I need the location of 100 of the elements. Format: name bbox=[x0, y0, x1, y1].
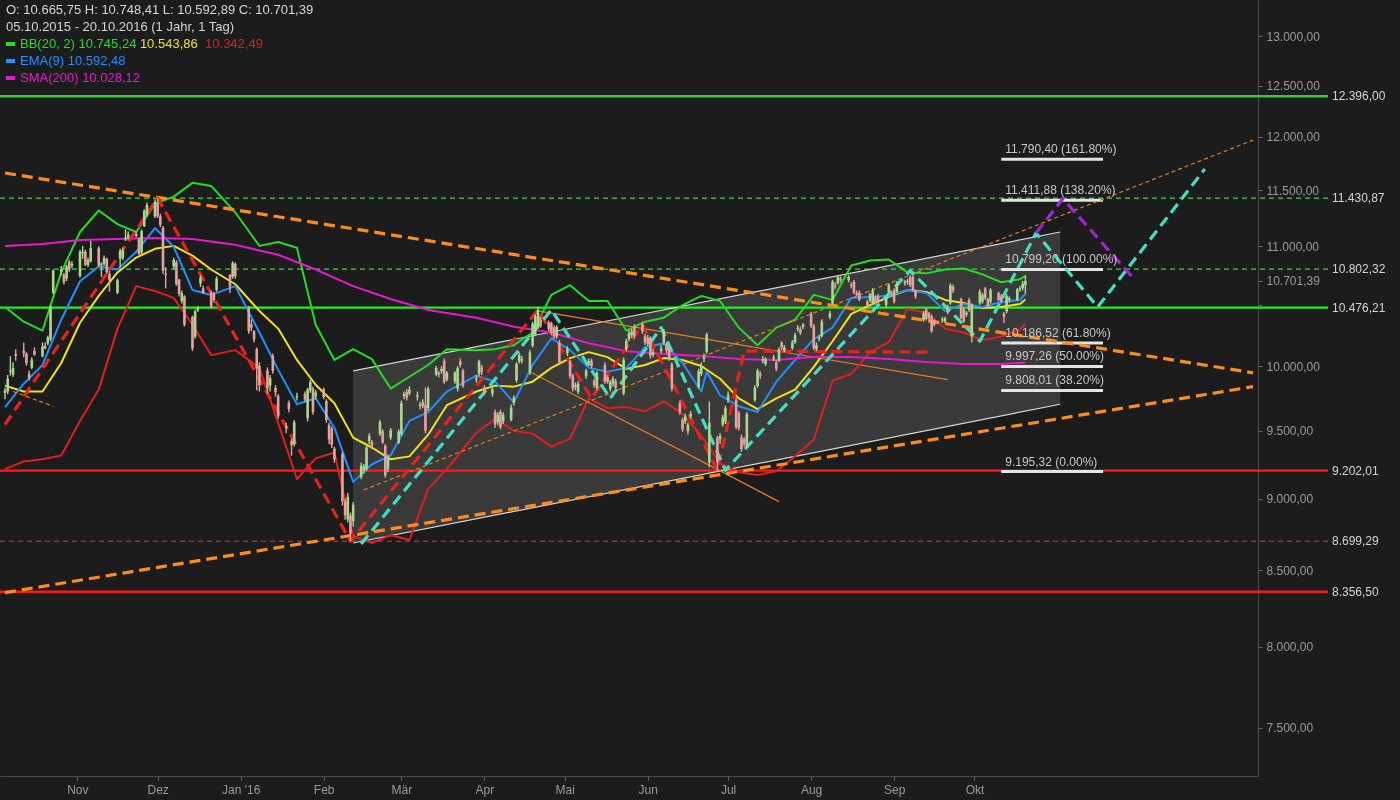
candlestick bbox=[183, 294, 186, 328]
x-tick-label: Nov bbox=[67, 782, 89, 797]
series-label: 9.808,01 (38.20%) bbox=[1005, 373, 1105, 388]
candlestick bbox=[866, 299, 869, 310]
x-tick-label: Mai bbox=[555, 782, 575, 797]
candlestick bbox=[574, 381, 577, 391]
candlestick bbox=[389, 427, 392, 441]
y-tick-label: 10.000,00 bbox=[1266, 359, 1321, 374]
candlestick bbox=[416, 390, 419, 402]
candlestick bbox=[783, 344, 786, 354]
candlestick bbox=[199, 274, 202, 288]
y-tick-label: 10.701,39 bbox=[1266, 274, 1321, 289]
candlestick bbox=[349, 511, 352, 542]
ref-line-label: 11.430,87 bbox=[1332, 191, 1385, 206]
candlestick bbox=[333, 445, 336, 464]
candlestick bbox=[764, 356, 767, 367]
candlestick bbox=[89, 240, 92, 264]
ref-line-label: 10.476,21 bbox=[1332, 300, 1386, 315]
candlestick bbox=[49, 304, 52, 342]
series-label: 11.411,88 (138.20%) bbox=[1005, 183, 1116, 198]
candlestick bbox=[314, 389, 317, 400]
series-label: 11.790,40 (161.80%) bbox=[1005, 142, 1117, 157]
candlestick bbox=[724, 405, 727, 425]
candlestick bbox=[858, 289, 861, 302]
y-tick-label: 9.000,00 bbox=[1266, 492, 1314, 507]
candlestick bbox=[191, 314, 194, 352]
legend-label: BB(20, 2) 10.745,24 bbox=[20, 36, 137, 51]
candlestick bbox=[215, 275, 218, 293]
candlestick bbox=[705, 331, 708, 355]
line-series bbox=[359, 167, 1207, 546]
candlestick bbox=[681, 416, 684, 433]
candlestick bbox=[547, 319, 550, 333]
candlestick bbox=[761, 355, 765, 365]
candlestick bbox=[989, 287, 992, 305]
candlestick bbox=[847, 274, 850, 283]
y-tick-label: 11.000,00 bbox=[1266, 239, 1320, 254]
ref-line-label: 8.356,50 bbox=[1332, 584, 1380, 599]
candlestick bbox=[325, 398, 328, 424]
candlestick bbox=[590, 357, 593, 370]
candlestick bbox=[140, 228, 143, 256]
candlestick bbox=[483, 384, 486, 397]
x-tick-label: Okt bbox=[965, 782, 985, 797]
candlestick bbox=[981, 292, 984, 305]
y-tick-label: 12.000,00 bbox=[1266, 130, 1321, 145]
candlestick bbox=[6, 374, 9, 395]
candlestick bbox=[65, 264, 68, 282]
candlestick bbox=[116, 278, 119, 295]
candlestick bbox=[633, 323, 636, 340]
candlestick bbox=[550, 320, 553, 336]
candlestick bbox=[330, 425, 334, 449]
candlestick bbox=[716, 435, 719, 473]
candlestick bbox=[539, 316, 542, 329]
candlestick bbox=[566, 345, 569, 357]
x-tick-label: Jun bbox=[638, 782, 658, 797]
text: 10.543,86 bbox=[139, 36, 198, 51]
candlestick bbox=[558, 339, 561, 366]
x-tick-label: Sep bbox=[883, 782, 906, 797]
candlestick bbox=[641, 320, 644, 335]
candlestick bbox=[1016, 287, 1019, 302]
candlestick bbox=[290, 437, 293, 457]
x-tick-label: Jul bbox=[720, 782, 737, 797]
x-tick-label: Dez bbox=[147, 782, 169, 797]
candlestick bbox=[815, 341, 818, 352]
candlestick bbox=[255, 346, 259, 391]
y-tick-label: 9.500,00 bbox=[1266, 424, 1314, 439]
candlestick bbox=[708, 400, 711, 468]
text: 10.342,49 bbox=[205, 36, 263, 51]
text: 05.10.2015 - 20.10.2016 (1 Jahr, 1 Tag) bbox=[6, 19, 235, 34]
candlestick bbox=[41, 341, 44, 359]
candlestick bbox=[440, 365, 443, 375]
y-tick-label: 13.000,00 bbox=[1266, 29, 1321, 44]
legend-label: SMA(200) 10.028,12 bbox=[20, 70, 140, 85]
series-label: 9.195,32 (0.00%) bbox=[1005, 454, 1098, 469]
x-tick-label: Aug bbox=[800, 782, 823, 797]
candlestick bbox=[1024, 274, 1027, 295]
candlestick bbox=[33, 346, 36, 357]
x-tick-label: Apr bbox=[475, 782, 495, 797]
candlestick bbox=[408, 385, 411, 397]
candlestick bbox=[922, 310, 925, 323]
ref-line-label: 10.802,32 bbox=[1332, 262, 1386, 277]
candlestick bbox=[51, 268, 55, 295]
candlestick bbox=[381, 428, 384, 445]
ref-line-label: 9.202,01 bbox=[1332, 463, 1380, 478]
candlestick bbox=[780, 340, 783, 351]
chart-title: O: 10.665,75 H: 10.748,41 L: 10.592,89 C: 10.701,39 bbox=[6, 2, 314, 17]
candlestick bbox=[630, 328, 633, 339]
x-tick-label: Mär bbox=[391, 782, 413, 797]
ref-line-label: 8.699,29 bbox=[1332, 534, 1380, 549]
candlestick bbox=[689, 410, 692, 420]
series-label: 9.997,26 (50.00%) bbox=[1005, 349, 1105, 364]
candlestick bbox=[906, 278, 909, 286]
candlestick bbox=[997, 291, 1000, 302]
legend-label: EMA(9) 10.592,48 bbox=[20, 53, 126, 68]
y-tick-label: 7.500,00 bbox=[1266, 721, 1314, 736]
candlestick bbox=[890, 289, 893, 298]
candlestick bbox=[614, 378, 617, 391]
x-tick-label: Jan '16 bbox=[222, 782, 261, 797]
candlestick bbox=[70, 260, 74, 269]
ref-line-label: 12.396,00 bbox=[1332, 89, 1386, 104]
candlestick bbox=[622, 356, 625, 397]
